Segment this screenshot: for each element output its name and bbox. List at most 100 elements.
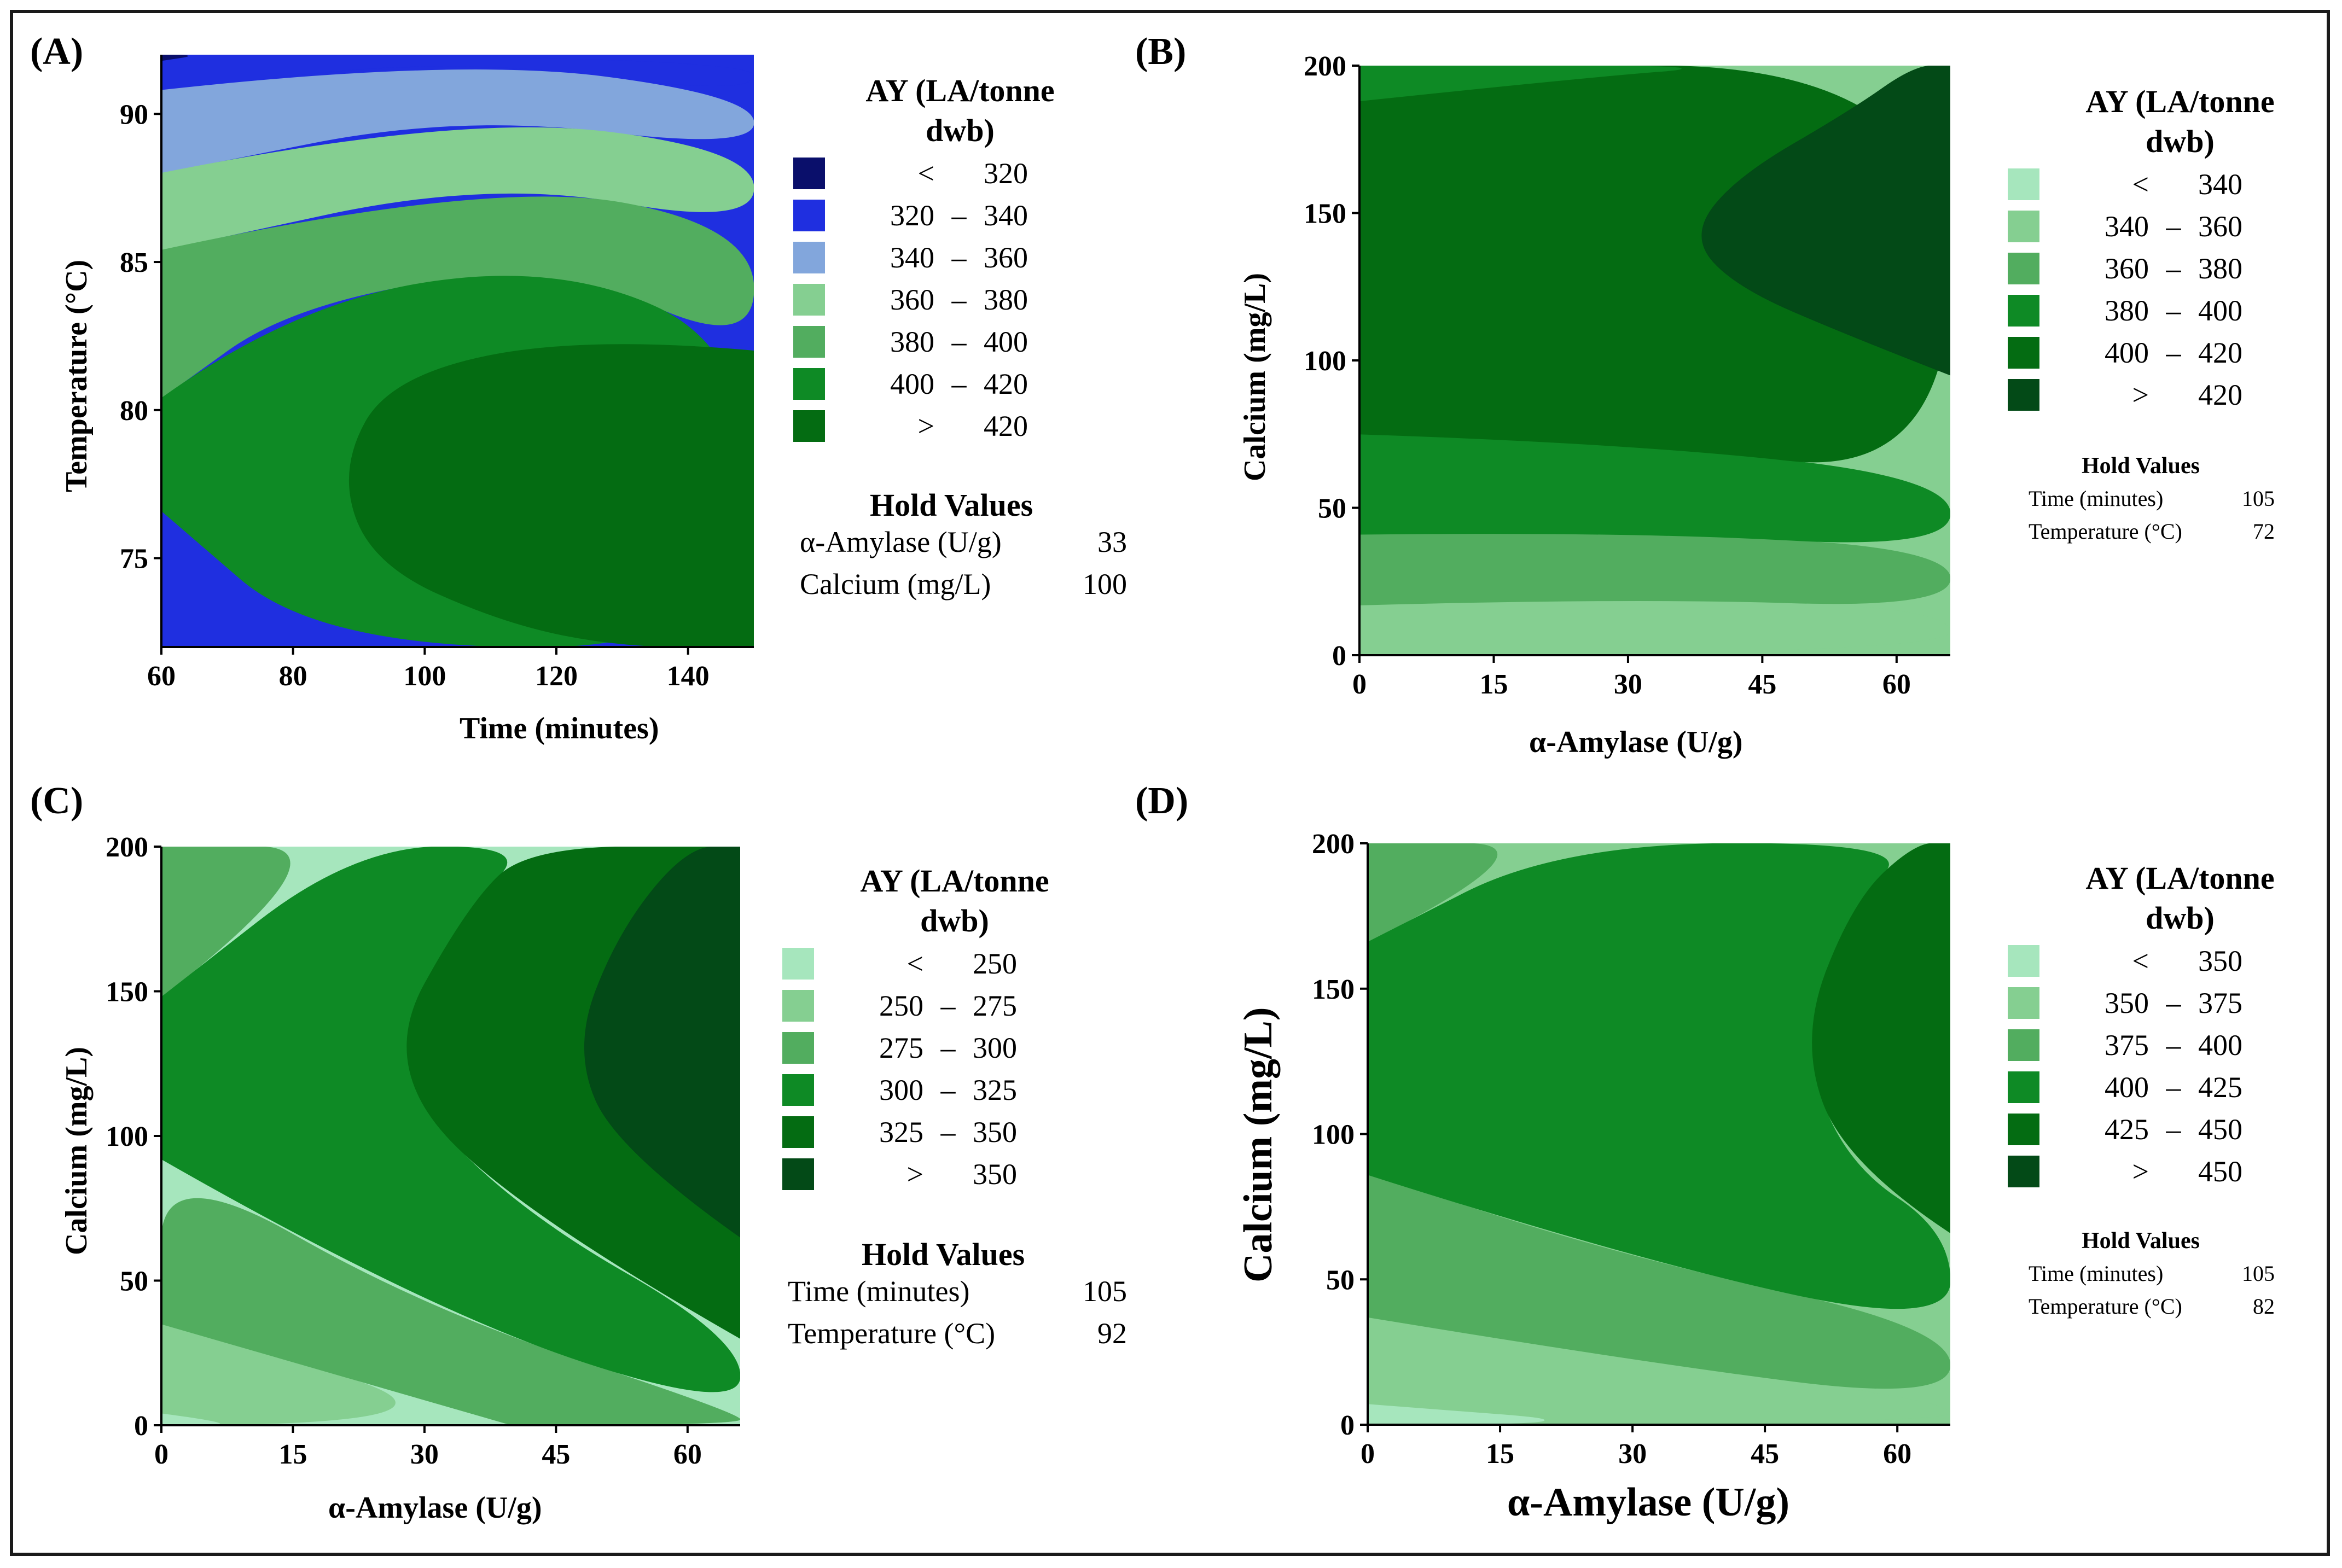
- legend-high: 360: [984, 241, 1028, 274]
- y-tick-label: 75: [120, 544, 148, 575]
- x-tick-label: 45: [1751, 1438, 1779, 1470]
- legend-dash: –: [2166, 210, 2181, 243]
- legend-item: <340: [2008, 168, 2258, 201]
- legend-swatch: [793, 242, 825, 273]
- legend-high: 420: [984, 368, 1028, 400]
- panel-label: (A): [30, 31, 84, 73]
- x-tick-label: 0: [1361, 1438, 1375, 1470]
- legend-item: 340–360: [2008, 210, 2258, 243]
- legend-low: 320: [890, 199, 934, 232]
- legend-title-line: dwb): [2146, 900, 2215, 936]
- x-tick-label: 80: [279, 661, 307, 692]
- legend-swatch: [2008, 1029, 2039, 1061]
- y-tick-label: 85: [120, 247, 148, 278]
- x-tick-label: 15: [1479, 669, 1508, 700]
- y-tick-label: 100: [1304, 346, 1346, 377]
- legend-title-line: dwb): [2146, 123, 2215, 159]
- legend-swatch: [793, 368, 825, 400]
- legend-low: 360: [890, 283, 934, 316]
- y-tick-label: 0: [1340, 1410, 1355, 1441]
- legend-low: 375: [2105, 1029, 2149, 1062]
- legend-low: 400: [890, 368, 934, 400]
- hold-values-title: Hold Values: [870, 487, 1033, 523]
- figure-frame: [10, 10, 2330, 1556]
- legend-item: 360–380: [793, 283, 1044, 316]
- legend-item: 375–400: [2008, 1029, 2258, 1062]
- hold-value-name: α-Amylase (U/g): [800, 526, 1002, 558]
- legend-swatch: [2008, 945, 2039, 977]
- legend-high: 400: [2198, 1029, 2242, 1062]
- legend-item: 380–400: [2008, 294, 2258, 327]
- hold-value-name: Temperature (°C): [2029, 1294, 2182, 1319]
- legend-swatch: [782, 948, 814, 980]
- hold-values-title: Hold Values: [2082, 1228, 2200, 1254]
- hold-value-number: 105: [1083, 1275, 1127, 1308]
- legend-title: AY (LA/tonne dwb): [2024, 82, 2336, 161]
- hold-value-name: Temperature (°C): [788, 1317, 996, 1350]
- legend-swatch: [793, 284, 825, 316]
- hold-value-row: Temperature (°C) 82: [2029, 1293, 2275, 1319]
- panel-label: (B): [1135, 31, 1187, 73]
- legend-title: AY (LA/tonne dwb): [804, 71, 1116, 150]
- legend-swatch: [2008, 379, 2039, 411]
- legend-title-line: AY (LA/tonne: [2085, 84, 2275, 119]
- x-tick-label: 60: [673, 1439, 702, 1470]
- contour-band: [1368, 1174, 1950, 1389]
- legend-dash: –: [2166, 336, 2181, 369]
- legend-low: >: [2132, 1155, 2149, 1188]
- hold-value-row: Time (minutes) 105: [2029, 486, 2275, 511]
- legend-item: 250–275: [782, 989, 1033, 1022]
- legend-swatch: [2008, 1071, 2039, 1103]
- legend-dash: –: [2166, 1029, 2181, 1062]
- legend-high: 380: [984, 283, 1028, 316]
- legend-high: 450: [2198, 1113, 2242, 1146]
- contour-band: [1368, 843, 1498, 943]
- legend-swatch: [2008, 987, 2039, 1019]
- legend-swatch: [2008, 168, 2039, 200]
- legend-item: 400–420: [793, 368, 1044, 400]
- contour-band: [161, 55, 754, 91]
- contour-band: [1701, 66, 1950, 376]
- legend-swatch: [793, 158, 825, 189]
- legend-swatch: [2008, 295, 2039, 327]
- legend-low: 380: [2105, 294, 2149, 327]
- legend-low: 360: [2105, 252, 2149, 285]
- x-tick-label: 30: [410, 1439, 439, 1470]
- legend-item: 380–400: [793, 325, 1044, 358]
- x-tick-label: 60: [147, 661, 176, 692]
- legend-swatch: [782, 990, 814, 1022]
- y-tick-label: 200: [1304, 51, 1346, 82]
- y-axis-title: Calcium (mg/L): [60, 1046, 94, 1255]
- x-axis-title: α-Amylase (U/g): [1529, 725, 1743, 759]
- contour-band: [1368, 1316, 1950, 1425]
- legend-high: 380: [2198, 252, 2242, 285]
- legend-low: <: [2132, 945, 2149, 977]
- legend-dash: –: [2166, 252, 2181, 285]
- legend-swatch: [2008, 253, 2039, 284]
- legend-dash: –: [2166, 294, 2181, 327]
- legend-swatch: [793, 326, 825, 358]
- legend-dash: –: [951, 283, 967, 316]
- y-tick-label: 0: [1332, 640, 1346, 672]
- legend-title: AY (LA/tonne dwb): [2024, 859, 2336, 938]
- hold-value-name: Time (minutes): [2029, 1261, 2164, 1286]
- y-axis-title: Temperature (°C): [60, 259, 94, 492]
- legend-item: 325–350: [782, 1116, 1033, 1149]
- x-tick-label: 140: [667, 661, 710, 692]
- axes: 0 15 30 45 60 0 50 100 150 200: [106, 832, 740, 1470]
- x-tick-label: 120: [535, 661, 578, 692]
- legend-item: >420: [793, 410, 1044, 442]
- legend-low: >: [906, 1158, 923, 1191]
- legend-high: 360: [2198, 210, 2242, 243]
- y-tick-label: 80: [120, 395, 148, 427]
- legend-swatch: [782, 1158, 814, 1190]
- legend-item: 400–420: [2008, 336, 2258, 369]
- legend-high: 425: [2198, 1071, 2242, 1104]
- legend-high: 250: [973, 947, 1017, 980]
- hold-value-row: Time (minutes) 105: [2029, 1261, 2275, 1286]
- legend-low: 340: [2105, 210, 2149, 243]
- hold-value-row: Calcium (mg/L) 100: [800, 567, 1127, 601]
- x-axis-title: α-Amylase (U/g): [328, 1491, 542, 1525]
- y-tick-label: 50: [1326, 1264, 1355, 1296]
- legend-item: 340–360: [793, 241, 1044, 274]
